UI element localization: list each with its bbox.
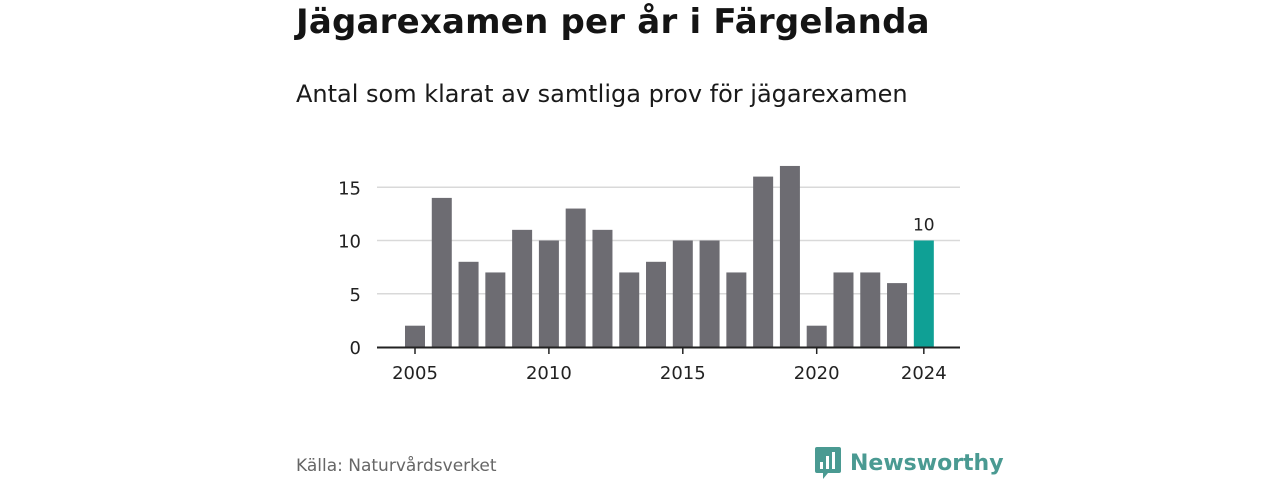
bar-2018 [753,176,774,347]
brand-logo: Newsworthy [814,446,1004,480]
bar-2016 [699,240,720,347]
bar-2006 [431,197,452,347]
y-axis-ticks: 0 5 10 15 [338,178,361,359]
bar-2024 [913,240,934,347]
x-axis-ticks: 2005 2010 2015 2020 2024 [392,347,947,384]
bar-2023 [887,283,908,347]
y-tick-label: 15 [338,178,361,199]
bar-2019 [779,165,800,347]
bar-2015 [672,240,693,347]
bar-2021 [833,272,854,347]
x-tick-label: 2020 [794,363,840,384]
y-tick-label: 0 [350,338,361,359]
bar-2007 [458,261,479,347]
bar-2008 [485,272,506,347]
bar-2017 [726,272,747,347]
newsworthy-logo-icon [815,447,841,479]
chart-title: Jägarexamen per år i Färgelanda [296,2,930,42]
y-tick-label: 5 [350,285,361,306]
x-tick-label: 2010 [526,363,572,384]
bar-2022 [860,272,881,347]
bar-2013 [619,272,640,347]
data-label-2024: 10 [913,216,935,236]
bar-2011 [565,208,586,347]
bar-2010 [538,240,559,347]
x-tick-label: 2005 [392,363,438,384]
chart-subtitle: Antal som klarat av samtliga prov för jä… [296,80,908,108]
bars [405,165,934,347]
bar-2020 [806,325,827,347]
bar-2009 [512,229,533,347]
bar-2012 [592,229,613,347]
source-note: Källa: Naturvårdsverket [296,456,497,476]
bar-2014 [646,261,667,347]
bar-2005 [405,325,425,347]
data-labels: 10 [913,216,935,236]
x-tick-label: 2024 [901,363,947,384]
x-tick-label: 2015 [660,363,706,384]
brand-name: Newsworthy [850,450,1004,476]
bar-chart: 0 5 10 15 2005 2010 2015 2020 2024 10 [338,165,960,384]
y-tick-label: 10 [338,232,361,253]
